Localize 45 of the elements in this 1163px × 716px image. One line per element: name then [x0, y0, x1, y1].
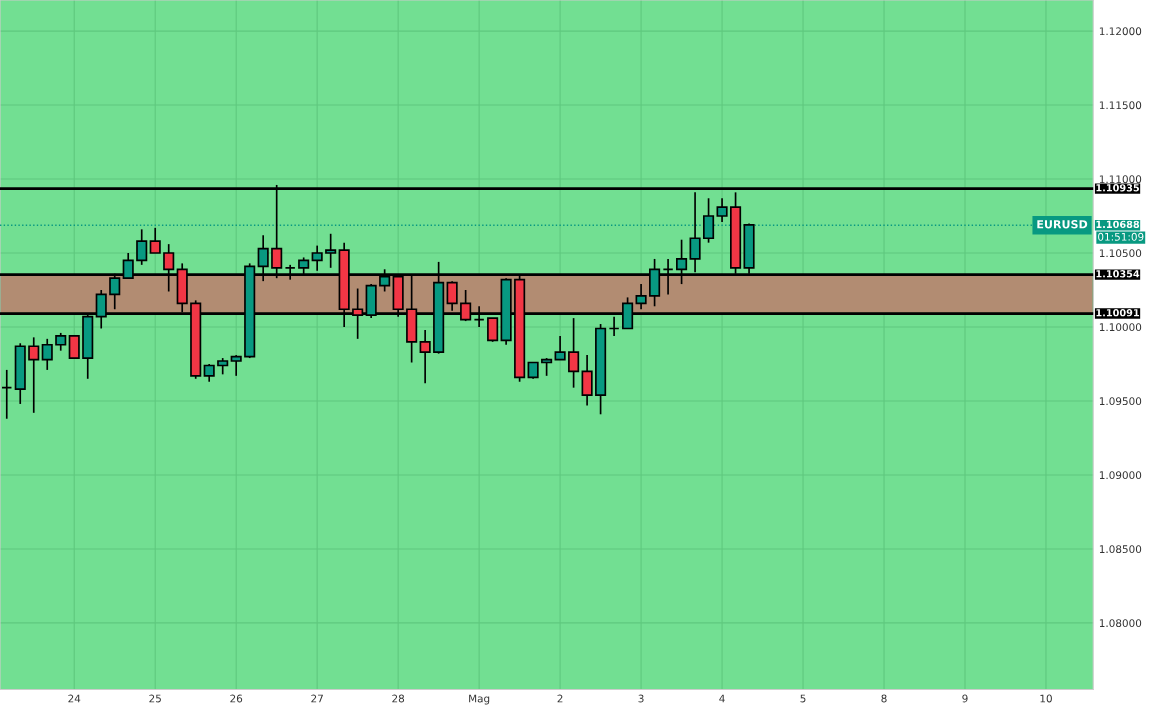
candlestick [28, 336, 40, 414]
candlestick [581, 354, 593, 407]
x-tick-label: 4 [719, 694, 725, 703]
x-tick-label: 3 [638, 694, 644, 703]
y-tick-label: 1.08500 [1099, 545, 1142, 554]
candlestick [325, 232, 337, 269]
x-tick-label: 28 [392, 694, 405, 703]
y-tick-label: 1.09000 [1099, 471, 1142, 480]
ref-line-label: 1.10935 [1096, 184, 1140, 192]
candlestick [608, 315, 620, 337]
candlestick [311, 244, 323, 272]
y-tick-label: 1.11000 [1099, 175, 1142, 184]
y-tick-label: 1.09500 [1099, 397, 1142, 406]
x-tick-label: 5 [800, 694, 806, 703]
candlestick [635, 283, 647, 311]
ref-line-label: 1.10688 [1096, 220, 1140, 229]
annotation: EURUSD [1037, 220, 1088, 229]
y-tick-label: 1.10000 [1099, 323, 1142, 332]
candlestick [487, 317, 499, 343]
y-tick-label: 1.11500 [1099, 101, 1142, 110]
y-tick-label: 1.12000 [1099, 27, 1142, 36]
x-tick-label: 26 [230, 694, 243, 703]
candlestick [68, 335, 80, 359]
candlestick [568, 317, 580, 389]
candlestick [149, 227, 161, 254]
x-tick-label: Mag [469, 694, 490, 705]
x-tick-label: 10 [1040, 694, 1052, 703]
candlestick [554, 335, 566, 361]
candlestick [230, 354, 242, 377]
candlestick [136, 228, 148, 266]
candlestick [419, 329, 431, 385]
candlestick [41, 338, 53, 371]
x-tick-label: 27 [311, 694, 323, 703]
x-tick-label: 8 [881, 694, 887, 703]
x-tick-label: 2 [557, 694, 563, 703]
candlestick [1, 369, 13, 420]
y-tick-label: 1.08000 [1099, 619, 1142, 628]
x-tick-label: 24 [68, 694, 81, 703]
ref-line-label: 1.10091 [1096, 309, 1140, 317]
ref-line-label: 1.10354 [1096, 270, 1140, 278]
text: 01:51:09 [1098, 232, 1144, 241]
y-tick-label: 1.10500 [1099, 249, 1142, 258]
x-tick-label: 25 [149, 694, 161, 703]
x-tick-label: 9 [962, 694, 968, 703]
candlestick [716, 197, 728, 223]
